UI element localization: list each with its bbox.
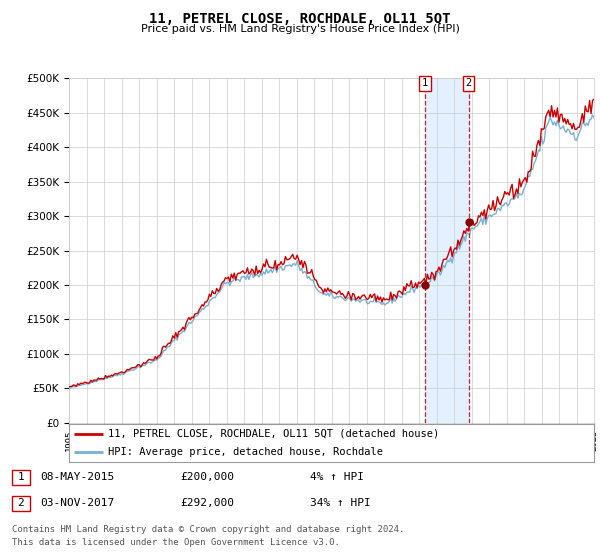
Text: 08-MAY-2015: 08-MAY-2015: [40, 472, 114, 482]
Text: £200,000: £200,000: [180, 472, 234, 482]
Text: 1: 1: [17, 472, 25, 482]
Text: 2: 2: [466, 78, 472, 88]
Text: HPI: Average price, detached house, Rochdale: HPI: Average price, detached house, Roch…: [109, 447, 383, 457]
Text: Price paid vs. HM Land Registry's House Price Index (HPI): Price paid vs. HM Land Registry's House …: [140, 24, 460, 34]
Text: 11, PETREL CLOSE, ROCHDALE, OL11 5QT (detached house): 11, PETREL CLOSE, ROCHDALE, OL11 5QT (de…: [109, 429, 440, 439]
FancyBboxPatch shape: [12, 470, 30, 484]
Text: 11, PETREL CLOSE, ROCHDALE, OL11 5QT: 11, PETREL CLOSE, ROCHDALE, OL11 5QT: [149, 12, 451, 26]
Text: 4% ↑ HPI: 4% ↑ HPI: [310, 472, 364, 482]
Text: 2: 2: [17, 498, 25, 508]
Bar: [425, 78, 469, 423]
Text: 03-NOV-2017: 03-NOV-2017: [40, 498, 114, 508]
Text: This data is licensed under the Open Government Licence v3.0.: This data is licensed under the Open Gov…: [12, 538, 340, 547]
Text: Contains HM Land Registry data © Crown copyright and database right 2024.: Contains HM Land Registry data © Crown c…: [12, 525, 404, 534]
Text: £292,000: £292,000: [180, 498, 234, 508]
Text: 1: 1: [422, 78, 428, 88]
Text: 34% ↑ HPI: 34% ↑ HPI: [310, 498, 371, 508]
FancyBboxPatch shape: [12, 496, 30, 511]
